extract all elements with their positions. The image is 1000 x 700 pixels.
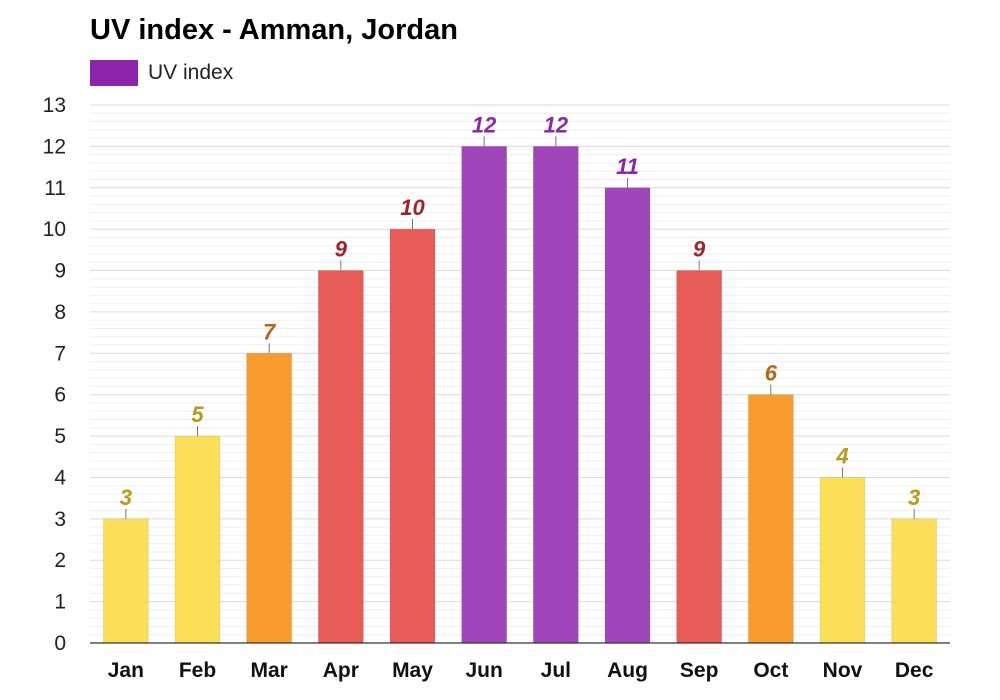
x-tick-label: Dec xyxy=(895,659,934,682)
bar-nov xyxy=(819,477,866,644)
data-label: 7 xyxy=(263,319,277,344)
legend-label: UV index xyxy=(148,61,234,84)
y-tick-label: 12 xyxy=(43,135,66,158)
data-label: 3 xyxy=(908,485,920,510)
x-tick-label: Jan xyxy=(108,659,144,682)
y-tick-label: 1 xyxy=(54,591,66,614)
x-tick-label: Aug xyxy=(607,659,648,682)
y-tick-label: 5 xyxy=(54,425,66,448)
x-tick-label: May xyxy=(392,659,433,682)
bar-jan xyxy=(103,518,149,644)
x-tick-label: Nov xyxy=(823,659,863,682)
bar-jun xyxy=(461,146,507,644)
legend-swatch xyxy=(90,60,138,86)
y-tick-label: 9 xyxy=(54,260,66,283)
y-tick-label: 0 xyxy=(54,632,66,655)
y-tick-label: 7 xyxy=(54,342,66,365)
bar-dec xyxy=(891,518,937,644)
x-tick-label: Jun xyxy=(465,659,502,682)
y-tick-label: 13 xyxy=(43,94,66,117)
bar-aug xyxy=(604,187,651,644)
x-tick-label: Oct xyxy=(753,659,788,682)
data-label: 12 xyxy=(472,112,497,137)
legend: UV index xyxy=(90,60,233,86)
bar-feb xyxy=(174,435,221,644)
x-tick-label: Sep xyxy=(680,659,719,682)
bar-oct xyxy=(748,394,794,644)
y-tick-label: 2 xyxy=(54,549,66,572)
bar-mar xyxy=(246,353,292,644)
bar-may xyxy=(389,228,436,644)
data-label: 3 xyxy=(120,485,132,510)
x-tick-label: Feb xyxy=(179,659,216,682)
y-tick-label: 6 xyxy=(54,384,66,407)
data-label: 11 xyxy=(616,154,639,179)
y-tick-label: 10 xyxy=(43,218,66,241)
data-label: 9 xyxy=(335,237,348,262)
x-axis-ticks: Jan Feb Mar Apr May Jun Jul Aug Sep Oct Nov Dec xyxy=(108,659,934,682)
data-label: 10 xyxy=(400,195,425,220)
x-tick-label: Apr xyxy=(323,659,359,682)
y-tick-label: 3 xyxy=(54,508,66,531)
data-label: 5 xyxy=(191,402,204,427)
bar-apr xyxy=(318,270,364,644)
chart-title: UV index - Amman, Jordan xyxy=(90,14,458,46)
data-label: 9 xyxy=(693,237,706,262)
x-tick-label: Mar xyxy=(250,659,287,682)
y-tick-label: 8 xyxy=(54,301,66,324)
grid-layer xyxy=(90,104,950,644)
y-tick-label: 4 xyxy=(54,466,66,489)
y-tick-label: 11 xyxy=(44,177,66,200)
x-tick-label: Jul xyxy=(541,659,571,682)
bar-jul xyxy=(533,146,579,644)
bar-sep xyxy=(676,270,722,644)
data-label: 12 xyxy=(544,112,569,137)
data-label: 6 xyxy=(765,361,778,386)
data-label: 4 xyxy=(835,443,848,468)
